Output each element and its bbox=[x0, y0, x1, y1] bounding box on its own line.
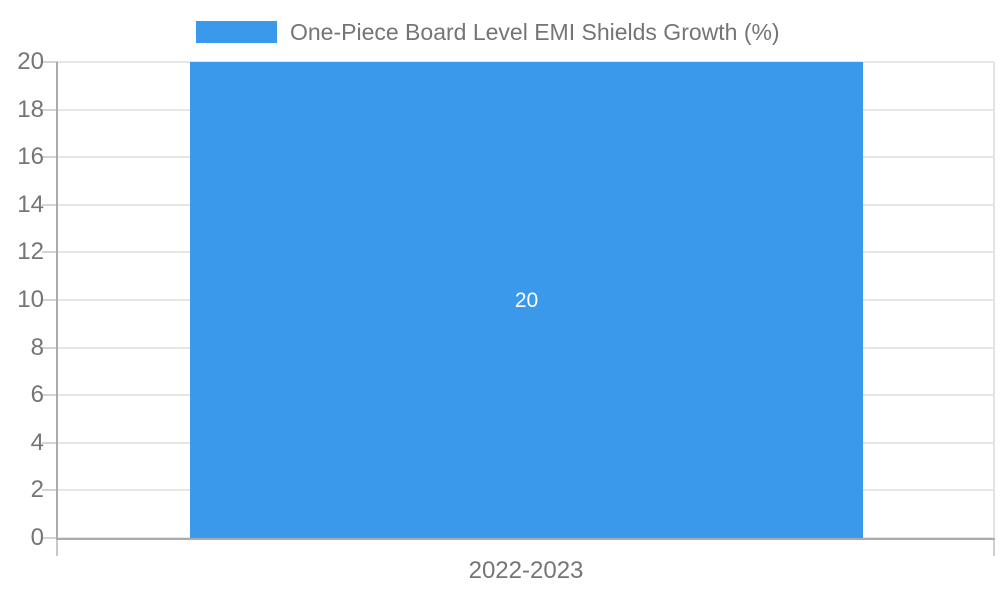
y-axis-line bbox=[56, 62, 58, 540]
y-axis-tick bbox=[42, 441, 58, 444]
y-tick-label: 2 bbox=[30, 476, 44, 504]
y-axis-tick bbox=[42, 203, 58, 206]
y-tick-label: 18 bbox=[17, 95, 44, 123]
bar-value-label: 20 bbox=[514, 289, 539, 312]
y-axis-tick bbox=[42, 394, 58, 397]
y-axis-tick-tail bbox=[56, 540, 58, 556]
x-axis-category-label: 2022-2023 bbox=[468, 557, 584, 584]
y-axis-tick bbox=[42, 489, 58, 492]
plot-right-border bbox=[993, 62, 995, 540]
y-tick-label: 20 bbox=[17, 48, 44, 75]
legend-series-label: One-Piece Board Level EMI Shields Growth… bbox=[290, 19, 780, 45]
y-tick-label: 8 bbox=[30, 333, 44, 361]
y-axis-tick bbox=[42, 537, 58, 539]
y-tick-label: 16 bbox=[17, 143, 44, 171]
y-tick-label: 0 bbox=[30, 524, 44, 551]
y-axis-tick bbox=[42, 61, 58, 63]
y-tick-label: 12 bbox=[17, 238, 44, 266]
x-axis-line bbox=[56, 538, 995, 540]
y-axis-tick bbox=[42, 251, 58, 254]
plot-right-tick-tail bbox=[993, 540, 995, 556]
y-tick-label: 6 bbox=[30, 381, 44, 409]
y-tick-label: 14 bbox=[17, 190, 44, 218]
bar-2022-2023[interactable] bbox=[190, 62, 863, 538]
y-tick-label: 4 bbox=[30, 428, 44, 456]
y-axis-tick bbox=[42, 346, 58, 349]
y-tick-label: 10 bbox=[17, 286, 44, 313]
y-axis-tick bbox=[42, 108, 58, 111]
y-axis-tick bbox=[42, 299, 58, 301]
legend-color-swatch bbox=[196, 21, 277, 43]
y-axis-tick bbox=[42, 156, 58, 159]
